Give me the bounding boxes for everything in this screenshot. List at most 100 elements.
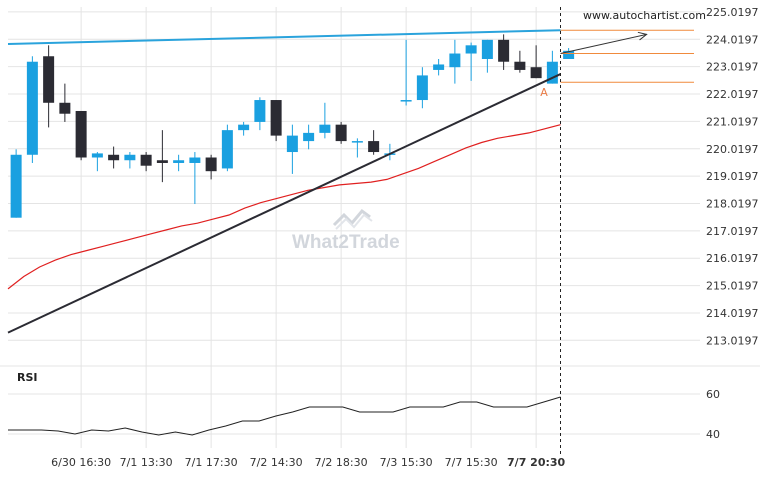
candle [254,97,266,131]
support-trend-line [7,73,561,334]
candle-body [156,160,168,163]
price-tick-label: 223.0197 [706,61,759,74]
time-tick-label: 7/7 20:30 [507,456,566,469]
candle-body [254,100,266,122]
rsi-panel: RSI [8,371,561,436]
candle-body [124,154,136,161]
candle-body [449,53,461,68]
candle [26,56,38,163]
price-levels: A [540,29,694,99]
candle [481,39,493,73]
price-tick-label: 215.0197 [706,280,759,293]
candle-body [563,50,575,59]
candle-body [108,154,120,161]
candle-body [319,124,331,133]
rsi-line [8,396,561,436]
candle-body [140,154,152,166]
candle [303,124,315,150]
candle [91,152,103,172]
price-tick-label: 220.0197 [706,143,759,156]
candle [43,45,55,128]
candle-body [189,157,201,163]
candle-body [221,130,233,169]
price-tick-label: 214.0197 [706,307,759,320]
candle [10,149,22,218]
candlesticks [10,34,575,218]
price-tick-label: 221.0197 [706,115,759,128]
price-tick-label: 218.0197 [706,197,759,210]
resistance-trend-line [7,29,561,45]
time-tick-label: 7/1 17:30 [185,456,238,469]
candle-body [43,56,55,103]
candle [368,130,380,155]
candle [221,124,233,172]
candle [416,67,428,109]
candle [319,102,331,139]
candle [400,39,412,106]
candle-body [59,102,71,114]
projection-arrow-head-icon [637,31,648,41]
time-tick-label: 7/1 13:30 [120,456,173,469]
watermark: What2Trade [292,208,400,253]
candle-body [286,135,298,153]
candle-body [238,124,250,131]
candle [140,152,152,172]
candle-body [514,61,526,70]
candle [173,154,185,172]
candle [156,130,168,183]
time-tick-label: 7/2 18:30 [315,456,368,469]
watermark-text: What2Trade [292,232,400,253]
candle-body [10,154,22,218]
grid-lines [0,7,760,448]
candle [59,83,71,122]
candle-body [205,157,217,172]
candle-body [465,45,477,54]
price-tick-label: 217.0197 [706,225,759,238]
candle [465,42,477,81]
rsi-tick-label: 60 [706,388,720,401]
candle [286,124,298,174]
source-url-label: www.autochartist.com [583,9,706,22]
candle [335,121,347,144]
candle-body [91,153,103,158]
candle-body [26,61,38,155]
candle-body [335,124,347,142]
trend-lines [7,29,561,334]
candle [108,146,120,169]
price-tick-label: 219.0197 [706,170,759,183]
candle [75,110,87,161]
price-tick-label: 222.0197 [706,88,759,101]
time-axis: 6/30 16:30 7/1 13:30 7/1 17:30 7/2 14:30 7/2… [51,456,565,469]
time-tick-label: 7/7 15:30 [445,456,498,469]
candle-body [303,132,315,142]
time-tick-label: 6/30 16:30 [51,456,111,469]
candle [270,100,282,142]
rsi-title: RSI [17,371,38,384]
projection-arrow-line [560,33,647,55]
price-tick-label: 216.0197 [706,252,759,265]
time-tick-label: 7/3 15:30 [380,456,433,469]
candle-body [416,75,428,101]
watermark-logo-icon [332,208,373,230]
candle-body [546,61,558,84]
time-tick-label: 7/2 14:30 [250,456,303,469]
candle-body [400,100,412,102]
candle-body [530,67,542,79]
candle [433,58,445,76]
candle-body [351,141,363,143]
candle [530,45,542,79]
pattern-point-label: A [540,86,548,99]
candle-body [433,64,445,70]
price-tick-label: 213.0197 [706,334,759,347]
moving-average-line [7,124,561,290]
price-tick-label: 224.0197 [706,33,759,46]
candle-body [75,110,87,158]
rsi-tick-label: 40 [706,428,720,441]
moving-average-path [7,124,561,290]
candle-body [498,39,510,62]
candle [205,154,217,180]
candle [498,34,510,70]
candle-body [173,160,185,163]
